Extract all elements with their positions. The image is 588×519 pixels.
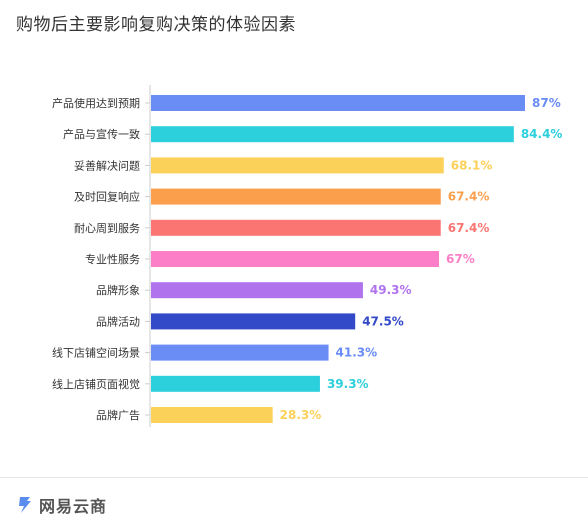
value-label: 67%: [446, 252, 475, 266]
chart-title: 购物后主要影响复购决策的体验因素: [16, 15, 296, 35]
category-label: 耐心周到服务: [74, 222, 140, 235]
value-label: 41.3%: [336, 346, 378, 360]
category-label: 线上店铺页面视觉: [52, 377, 140, 391]
value-label: 87%: [532, 96, 561, 110]
value-label: 49.3%: [370, 283, 412, 297]
value-label: 67.4%: [448, 221, 490, 235]
bar: [151, 344, 329, 361]
brand: 网易云商: [16, 493, 107, 517]
bar: [151, 282, 363, 299]
category-label: 产品与宣传一致: [63, 127, 140, 141]
bar: [151, 375, 320, 392]
bar: [151, 126, 514, 143]
bar: [151, 407, 273, 423]
bar: [151, 157, 444, 174]
category-label: 品牌广告: [96, 408, 140, 422]
category-label: 品牌活动: [96, 314, 140, 328]
bar: [151, 95, 525, 111]
bar: [151, 251, 440, 267]
category-label: 品牌形象: [96, 283, 140, 297]
bar-chart: 产品使用达到预期 87% 产品与宣传一致 84.4% 妥善解决问题 68.1% 及时回复响应…: [52, 85, 563, 427]
value-label: 28.3%: [280, 408, 322, 422]
value-label: 84.4%: [521, 127, 563, 141]
category-label: 产品使用达到预期: [52, 96, 140, 110]
category-label: 及时回复响应: [74, 190, 140, 204]
footer-divider: [0, 477, 588, 478]
value-label: 67.4%: [448, 190, 490, 204]
category-label: 妥善解决问题: [74, 158, 140, 172]
bar: [151, 188, 441, 205]
value-label: 39.3%: [327, 377, 369, 391]
value-label: 47.5%: [362, 314, 404, 328]
bar: [151, 219, 441, 236]
value-label: 68.1%: [451, 158, 493, 172]
netease-cloud-logo-icon: [19, 497, 31, 513]
category-label: 线下店铺空间场景: [52, 346, 140, 360]
bar: [151, 313, 356, 330]
category-label: 专业性服务: [85, 252, 140, 266]
brand-name: 网易云商: [39, 497, 108, 516]
